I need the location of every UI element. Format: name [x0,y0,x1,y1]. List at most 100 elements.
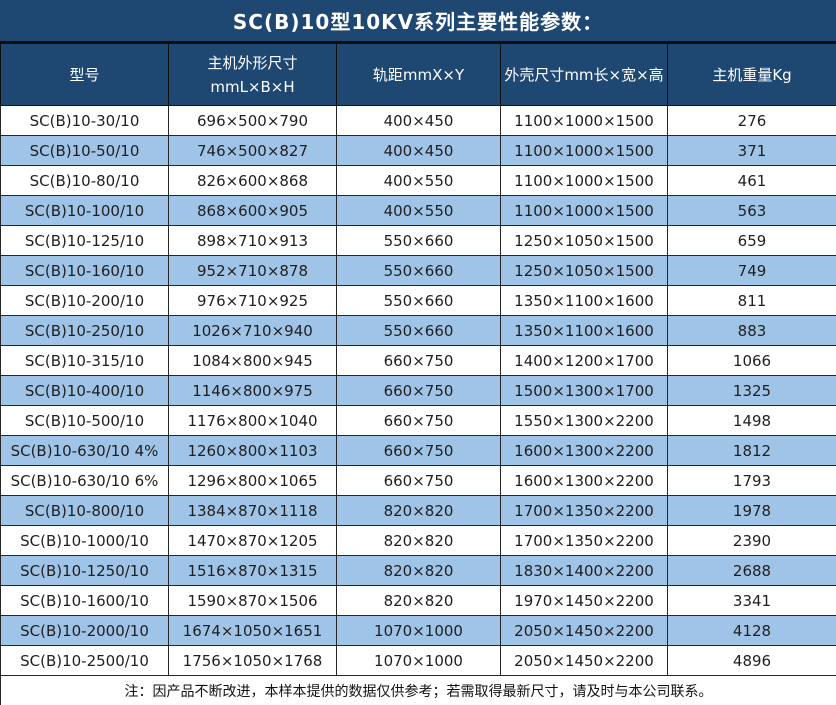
table-cell: SC(B)10-2000/10 [0,615,169,646]
table-cell: SC(B)10-30/10 [0,105,169,136]
col-header-weight-label: 主机重量Kg [712,65,792,84]
table-cell: 276 [667,105,836,136]
table-cell: 1600×1300×2200 [500,465,668,496]
table-row: SC(B)10-50/10 746×500×827 400×450 1100×1000… [0,135,836,166]
table-cell: 1100×1000×1500 [500,105,668,136]
table-cell: SC(B)10-1250/10 [0,555,169,586]
table-cell: 550×660 [336,225,501,256]
table-cell: 976×710×925 [168,285,337,316]
table-cell: 1260×800×1103 [168,435,337,466]
col-header-model-label: 型号 [69,65,100,84]
table-cell: 749 [667,255,836,286]
table-cell: 1590×870×1506 [168,585,337,616]
table-cell: 400×450 [336,105,501,136]
table-cell: 1325 [667,375,836,406]
table-cell: SC(B)10-200/10 [0,285,169,316]
table-cell: 1400×1200×1700 [500,345,668,376]
header-row: 型号 主机外形尺寸 mmL×B×H 轨距mmX×Y 外壳尺寸mm长×宽×高 主机… [0,43,836,106]
table-cell: SC(B)10-125/10 [0,225,169,256]
table-cell: 1070×1000 [336,615,501,646]
table-cell: SC(B)10-80/10 [0,165,169,196]
col-header-dimensions-sublabel: mmL×B×H [210,77,295,96]
table-cell: 550×660 [336,255,501,286]
table-cell: SC(B)10-1000/10 [0,525,169,556]
table-cell: 696×500×790 [168,105,337,136]
table-cell: 1516×870×1315 [168,555,337,586]
col-header-weight: 主机重量Kg [667,43,836,106]
table-row: SC(B)10-125/10 898×710×913 550×660 1250×105… [0,225,836,256]
table-cell: 1470×870×1205 [168,525,337,556]
col-header-shell-size-label: 外壳尺寸mm长×宽×高 [504,65,664,84]
page-title: SC(B)10型10KV系列主要性能参数： [0,0,836,43]
table-cell: SC(B)10-250/10 [0,315,169,346]
table-cell: SC(B)10-100/10 [0,195,169,226]
table-row: SC(B)10-100/10 868×600×905 400×550 1100×100… [0,195,836,226]
table-row: SC(B)10-800/10 1384×870×1118 820×820 1700×1… [0,495,836,526]
table-row: SC(B)10-630/10 6% 1296×800×1065 660×750 160… [0,465,836,496]
table-cell: 952×710×878 [168,255,337,286]
table-row: SC(B)10-80/10 826×600×868 400×550 1100×1000… [0,165,836,196]
table-cell: 3341 [667,585,836,616]
table-cell: 1970×1450×2200 [500,585,668,616]
table-cell: 2390 [667,525,836,556]
table-cell: 660×750 [336,375,501,406]
table-row: SC(B)10-250/10 1026×710×940 550×660 1350×11… [0,315,836,346]
table-cell: 1250×1050×1500 [500,255,668,286]
table-cell: 550×660 [336,315,501,346]
table-row: SC(B)10-400/10 1146×800×975 660×750 1500×13… [0,375,836,406]
table-cell: 1600×1300×2200 [500,435,668,466]
table-cell: 1146×800×975 [168,375,337,406]
table-cell: 660×750 [336,465,501,496]
table-row: SC(B)10-30/10 696×500×790 400×450 1100×1000… [0,105,836,136]
table-cell: 1793 [667,465,836,496]
table-cell: SC(B)10-500/10 [0,405,169,436]
table-cell: 898×710×913 [168,225,337,256]
table-cell: 820×820 [336,585,501,616]
table-cell: SC(B)10-315/10 [0,345,169,376]
table-cell: 1500×1300×1700 [500,375,668,406]
table-cell: 1296×800×1065 [168,465,337,496]
table-row: SC(B)10-1250/10 1516×870×1315 820×820 1830×… [0,555,836,586]
table-cell: 1350×1100×1600 [500,315,668,346]
table-cell: 2050×1450×2200 [500,645,668,676]
table-cell: 1830×1400×2200 [500,555,668,586]
table-cell: 1084×800×945 [168,345,337,376]
table-cell: 1066 [667,345,836,376]
table-cell: 371 [667,135,836,166]
table-cell: SC(B)10-630/10 4% [0,435,169,466]
table-cell: 746×500×827 [168,135,337,166]
table-cell: 400×450 [336,135,501,166]
table-cell: 4128 [667,615,836,646]
table-cell: 1250×1050×1500 [500,225,668,256]
table-cell: 1100×1000×1500 [500,195,668,226]
table-cell: SC(B)10-400/10 [0,375,169,406]
table-cell: 826×600×868 [168,165,337,196]
col-header-dimensions-label: 主机外形尺寸 [207,53,298,72]
col-header-rail-gauge: 轨距mmX×Y [336,43,501,106]
table-cell: 563 [667,195,836,226]
table-cell: 1384×870×1118 [168,495,337,526]
table-cell: 1700×1350×2200 [500,495,668,526]
table-cell: 1700×1350×2200 [500,525,668,556]
table-cell: 1550×1300×2200 [500,405,668,436]
col-header-dimensions: 主机外形尺寸 mmL×B×H [168,43,337,106]
table-cell: 820×820 [336,495,501,526]
table-cell: 1100×1000×1500 [500,165,668,196]
table-row: SC(B)10-2000/10 1674×1050×1651 1070×1000 20… [0,615,836,646]
table-cell: 1350×1100×1600 [500,285,668,316]
table-cell: 2688 [667,555,836,586]
col-header-model: 型号 [0,43,169,106]
table-cell: SC(B)10-160/10 [0,255,169,286]
table-row: SC(B)10-315/10 1084×800×945 660×750 1400×12… [0,345,836,376]
footer-note: 注：因产品不断改进，本样本提供的数据仅供参考；若需取得最新尺寸，请及时与本公司联… [0,675,836,705]
table-cell: 1070×1000 [336,645,501,676]
table-cell: SC(B)10-2500/10 [0,645,169,676]
table-row: SC(B)10-500/10 1176×800×1040 660×750 1550×1… [0,405,836,436]
table-row: SC(B)10-2500/10 1756×1050×1768 1070×1000 20… [0,645,836,676]
table-cell: SC(B)10-630/10 6% [0,465,169,496]
table-cell: 1176×800×1040 [168,405,337,436]
footer-row: 注：因产品不断改进，本样本提供的数据仅供参考；若需取得最新尺寸，请及时与本公司联… [0,675,836,705]
table-cell: 461 [667,165,836,196]
table-cell: 660×750 [336,435,501,466]
